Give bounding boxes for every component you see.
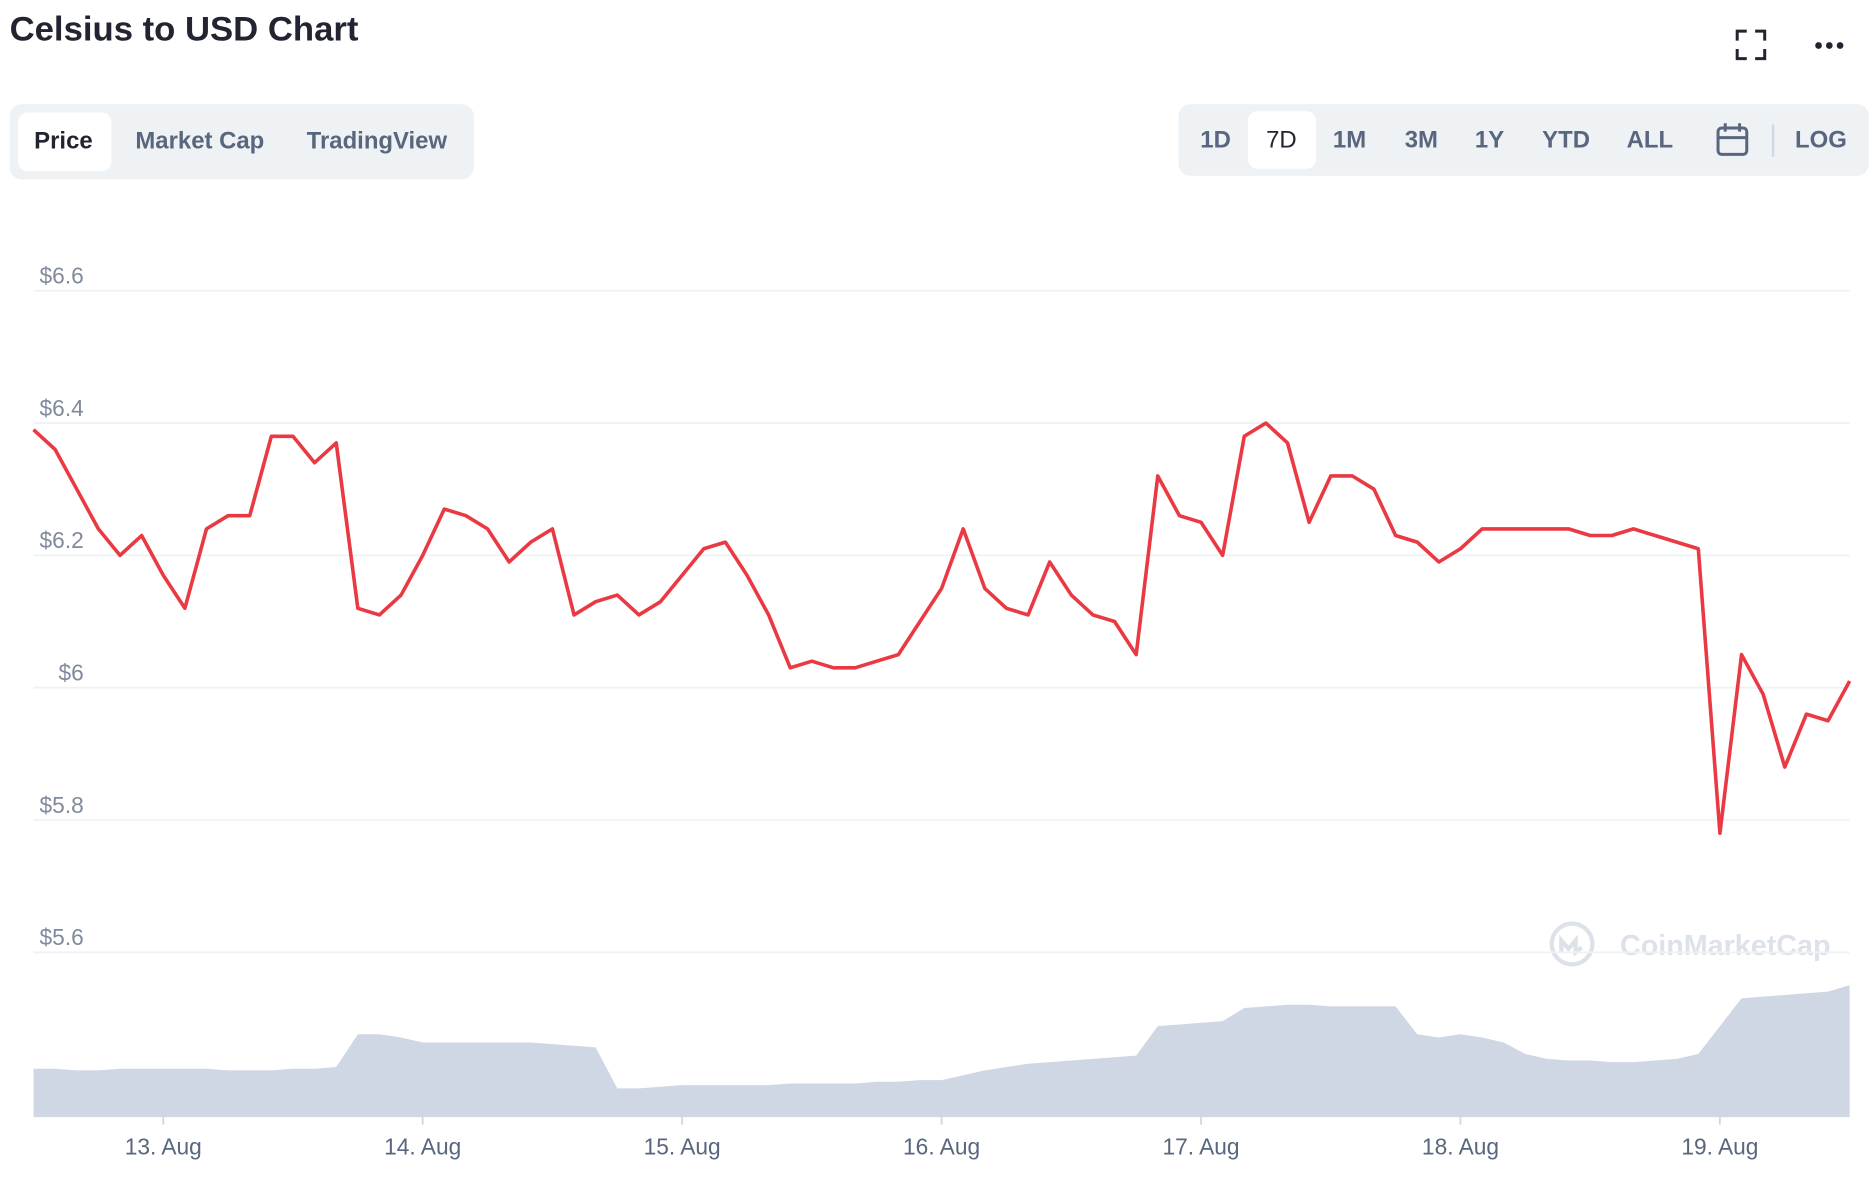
- log-button[interactable]: LOG: [1795, 126, 1847, 153]
- y-tick-label: $6.2: [40, 527, 84, 553]
- watermark: CoinMarketCap: [1620, 930, 1831, 962]
- x-tick-label: 15. Aug: [644, 1134, 721, 1160]
- y-tick-label: $6.6: [40, 263, 84, 289]
- watermark-logo: [1549, 921, 1595, 967]
- tab[interactable]: TradingView: [307, 128, 448, 155]
- range-button[interactable]: 1Y: [1475, 126, 1504, 153]
- x-tick-label: 13. Aug: [125, 1134, 202, 1160]
- chart-title: Celsius to USD Chart: [10, 10, 359, 48]
- tab-active-bg: [17, 112, 112, 172]
- x-tick-label: 18. Aug: [1422, 1134, 1499, 1160]
- y-tick-label: $5.8: [40, 792, 84, 818]
- x-tick-label: 16. Aug: [903, 1134, 980, 1160]
- range-button[interactable]: 3M: [1405, 126, 1438, 153]
- range-active-bg: [1247, 111, 1317, 169]
- volume-area: [33, 985, 1850, 1117]
- range-button[interactable]: YTD: [1542, 126, 1590, 153]
- tab-bar: [9, 104, 474, 180]
- more-icon[interactable]: [1815, 42, 1844, 49]
- price-line: [32, 421, 1852, 836]
- range-button[interactable]: ALL: [1627, 126, 1673, 153]
- calendar-icon[interactable]: [1716, 123, 1749, 156]
- fullscreen-icon[interactable]: [1735, 29, 1767, 61]
- x-tick-label: 14. Aug: [384, 1134, 461, 1160]
- x-tick-label: 17. Aug: [1162, 1134, 1239, 1160]
- x-tick-label: 19. Aug: [1681, 1134, 1758, 1160]
- y-tick-label: $6: [58, 660, 83, 686]
- range-bar: [1178, 104, 1869, 176]
- range-button[interactable]: 1D: [1200, 126, 1231, 153]
- tab[interactable]: Market Cap: [135, 128, 264, 155]
- tab[interactable]: Price: [34, 128, 92, 155]
- y-tick-label: $5.6: [40, 924, 84, 950]
- range-button[interactable]: 7D: [1266, 126, 1297, 153]
- range-button[interactable]: 1M: [1333, 126, 1366, 153]
- y-tick-label: $6.4: [40, 395, 84, 421]
